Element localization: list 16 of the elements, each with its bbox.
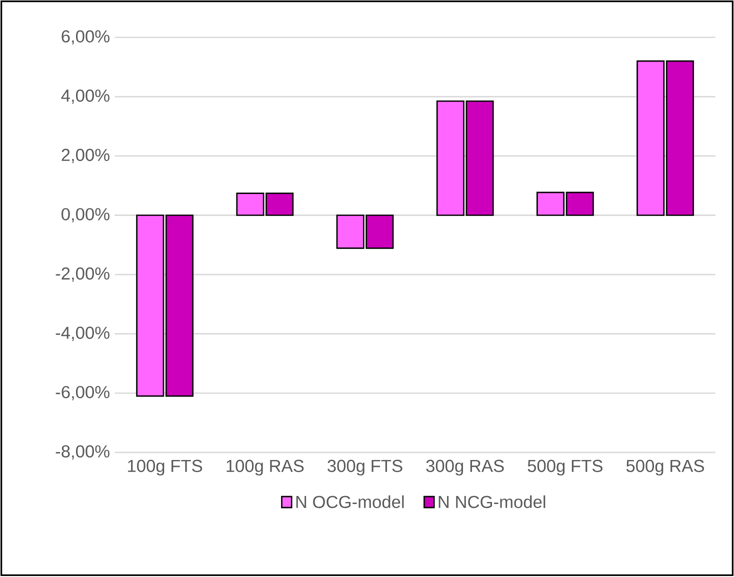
y-tick-label: -8,00% <box>56 445 110 460</box>
y-tick-label: -4,00% <box>56 326 110 342</box>
legend-label: N NCG-model <box>438 496 546 508</box>
x-tick-label: 300g RAS <box>426 460 504 476</box>
x-tick-label: 100g RAS <box>226 460 304 476</box>
x-tick-label: 500g FTS <box>528 460 602 476</box>
y-tick-label: 4,00% <box>61 90 110 104</box>
x-tick-label: 100g FTS <box>128 460 202 476</box>
y-tick-label: 6,00% <box>62 30 110 45</box>
y-tick-label: -2,00% <box>56 268 110 282</box>
y-tick-label: 2,00% <box>62 149 110 164</box>
x-tick-label: 300g FTS <box>328 460 402 476</box>
legend-label: N OCG-model <box>296 496 404 508</box>
y-tick-label: -6,00% <box>56 386 110 401</box>
x-tick-label: 500g RAS <box>626 460 704 476</box>
y-tick-label: 0,00% <box>62 208 110 223</box>
